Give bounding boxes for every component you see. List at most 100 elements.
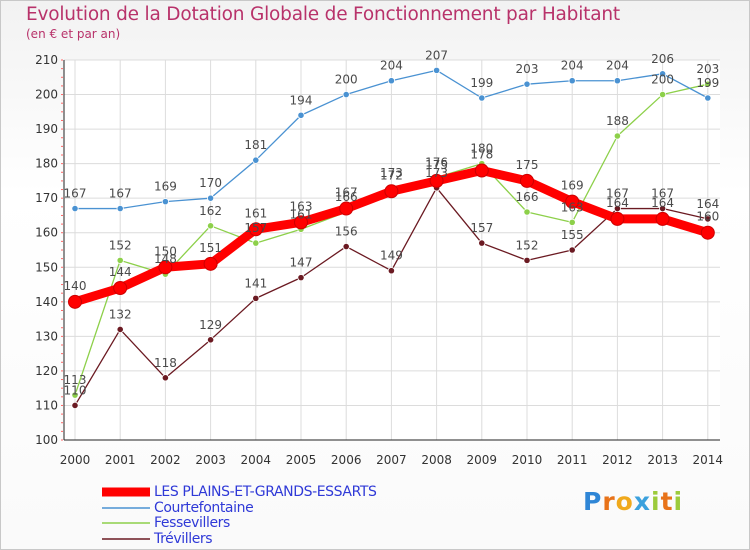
data-point xyxy=(565,194,580,209)
legend-label: Fessevillers xyxy=(154,515,230,531)
logo-letter: x xyxy=(633,487,651,516)
data-point xyxy=(429,173,444,188)
data-point xyxy=(116,325,124,334)
y-tick-label: 100 xyxy=(35,433,58,447)
data-point xyxy=(297,274,305,282)
x-tick-label: 2004 xyxy=(241,453,272,467)
data-point xyxy=(252,294,260,302)
x-tick-label: 2014 xyxy=(693,453,724,467)
data-point xyxy=(568,218,576,226)
data-point xyxy=(207,194,215,202)
data-label: 178 xyxy=(470,148,493,162)
data-point xyxy=(704,94,712,102)
data-point xyxy=(658,70,667,78)
data-label: 199 xyxy=(470,76,493,90)
chart-title: Evolution de la Dotation Globale de Fonc… xyxy=(26,4,620,25)
logo-letter: i xyxy=(673,487,684,516)
data-point xyxy=(658,90,667,99)
logo-letter: o xyxy=(615,487,634,516)
data-point xyxy=(116,204,124,213)
data-label: 167 xyxy=(651,187,674,201)
data-label: 118 xyxy=(154,356,177,370)
x-tick-label: 2007 xyxy=(376,453,407,467)
data-point xyxy=(248,222,263,237)
x-tick-label: 2003 xyxy=(195,453,226,467)
data-label: 140 xyxy=(64,279,87,293)
legend-swatch-red xyxy=(102,487,150,497)
data-point xyxy=(387,267,395,275)
legend-swatch-darkred xyxy=(102,537,150,540)
data-point xyxy=(384,184,399,199)
data-point xyxy=(68,294,82,309)
y-tick-label: 160 xyxy=(35,226,58,240)
data-label: 169 xyxy=(154,180,177,194)
legend-swatch-blue xyxy=(102,506,150,509)
data-label: 164 xyxy=(606,196,629,210)
data-label: 200 xyxy=(651,73,674,87)
data-label: 164 xyxy=(651,196,674,210)
y-tick-label: 140 xyxy=(35,295,58,309)
x-tick-label: 2008 xyxy=(421,453,452,467)
data-label: 164 xyxy=(696,197,719,211)
data-point xyxy=(474,163,489,178)
data-label: 200 xyxy=(335,73,358,87)
logo-letter: P xyxy=(583,487,603,516)
data-point xyxy=(613,77,622,85)
data-point xyxy=(568,77,576,85)
y-tick-label: 120 xyxy=(35,364,58,378)
data-label: 167 xyxy=(109,187,132,201)
logo-letter: r xyxy=(602,487,616,516)
logo-letter: t xyxy=(660,487,674,516)
data-point xyxy=(523,80,531,88)
data-label: 199 xyxy=(696,76,719,90)
data-point xyxy=(432,66,441,74)
data-label: 151 xyxy=(199,241,222,255)
data-label: 152 xyxy=(516,238,539,252)
data-point xyxy=(71,204,79,213)
y-tick-label: 110 xyxy=(35,398,58,412)
y-tick-label: 150 xyxy=(35,260,58,274)
data-label: 175 xyxy=(516,158,539,172)
data-point xyxy=(161,198,169,206)
data-label: 160 xyxy=(696,210,719,224)
data-label: 113 xyxy=(64,373,87,387)
data-label: 181 xyxy=(244,138,267,152)
data-label: 167 xyxy=(335,186,358,200)
data-label: 188 xyxy=(606,114,629,128)
data-label: 206 xyxy=(651,52,674,66)
chart-subtitle: (en € et par an) xyxy=(26,27,121,41)
legend-label: Trévillers xyxy=(154,530,213,547)
data-point xyxy=(655,211,670,226)
data-point xyxy=(71,391,79,399)
legend-label: Courtefontaine xyxy=(154,499,254,516)
x-tick-label: 2011 xyxy=(557,453,588,467)
x-tick-label: 2001 xyxy=(105,453,136,467)
data-point xyxy=(523,208,531,216)
data-label: 152 xyxy=(109,238,132,252)
legend-label: LES PLAINS-ET-GRANDS-ESSARTS xyxy=(154,484,377,500)
data-label: 204 xyxy=(561,59,584,73)
data-point xyxy=(610,211,625,226)
y-tick-label: 170 xyxy=(35,191,58,205)
y-tick-label: 200 xyxy=(35,88,58,102)
data-label: 156 xyxy=(335,225,358,239)
data-label: 203 xyxy=(516,62,539,76)
data-label: 132 xyxy=(109,307,132,321)
data-point xyxy=(700,225,715,240)
data-point xyxy=(704,215,712,223)
data-label: 150 xyxy=(154,244,177,258)
x-tick-label: 2013 xyxy=(647,453,678,467)
data-label: 149 xyxy=(380,249,403,263)
data-point xyxy=(613,204,622,213)
plot-area xyxy=(64,60,720,440)
legend-swatch-green xyxy=(102,522,150,524)
y-tick-label: 130 xyxy=(35,329,58,343)
x-tick-label: 2012 xyxy=(602,453,633,467)
x-tick-label: 2000 xyxy=(60,453,91,467)
data-label: 166 xyxy=(335,190,358,204)
data-point xyxy=(613,132,622,140)
data-point xyxy=(207,336,215,344)
data-label: 207 xyxy=(425,48,448,62)
x-tick-label: 2005 xyxy=(286,453,317,467)
